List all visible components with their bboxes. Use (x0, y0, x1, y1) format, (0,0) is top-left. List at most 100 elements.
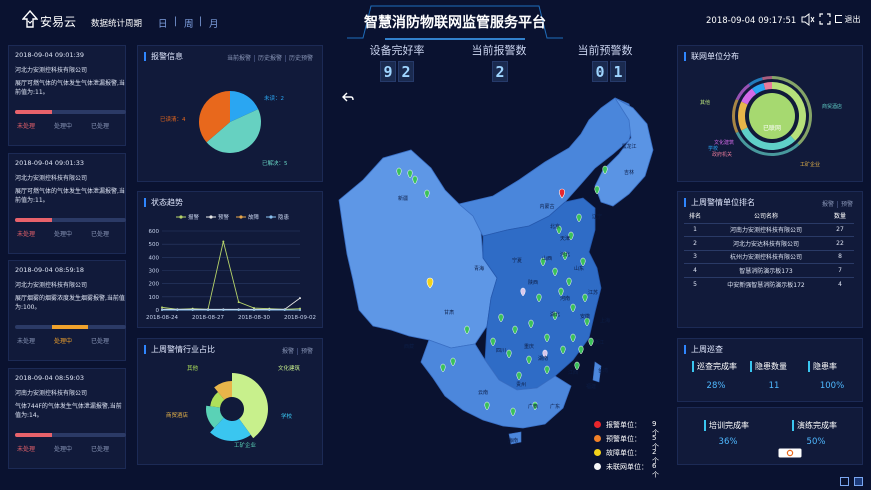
map-marker[interactable] (594, 185, 600, 195)
map-marker-alarm[interactable] (559, 188, 565, 199)
map-marker[interactable] (464, 325, 470, 335)
tab-history-warning[interactable]: 历史预警 (288, 55, 313, 62)
metric-label-intact: 设备完好率 (369, 44, 425, 57)
back-icon[interactable] (342, 92, 354, 103)
industry-label-2: 工矿企业 (234, 441, 257, 449)
map-marker[interactable] (552, 267, 558, 277)
legend-count: 6 个 (652, 462, 659, 479)
alarm-status-0[interactable]: 未处理 (17, 123, 36, 130)
network-ring-3 (735, 83, 751, 101)
alarm-card[interactable]: 2018-09-04 09:01:39 河北力安测控科技有限公司 展厅可燃气体的… (8, 45, 126, 146)
page-dot-1[interactable] (840, 477, 849, 486)
map-marker-offline[interactable] (520, 287, 526, 297)
province-label: 浙江 (594, 339, 604, 346)
map-marker[interactable] (528, 319, 534, 329)
alarm-message: 气体744F的气体发生气体泄漏报警,当前值为:14。 (15, 403, 122, 419)
period-week[interactable]: 周 (184, 19, 194, 30)
map-marker[interactable] (510, 407, 516, 417)
alarm-status-2[interactable]: 已处理 (91, 123, 110, 130)
alarm-card[interactable]: 2018-09-04 08:59:03 河南力安测控科技有限公司 气体744F的… (8, 368, 126, 469)
map-marker[interactable] (506, 349, 512, 359)
switch-icon[interactable] (778, 448, 802, 458)
map-marker[interactable] (576, 213, 582, 223)
tab-history-alarm[interactable]: 历史报警 (254, 55, 286, 62)
map-marker[interactable] (424, 189, 430, 199)
legend-label[interactable]: 报警 (188, 213, 200, 221)
map-marker[interactable] (450, 357, 456, 367)
map-marker[interactable] (574, 361, 580, 371)
tab-ranking-warning[interactable]: 预警 (840, 201, 853, 208)
map-marker[interactable] (544, 365, 550, 375)
map-marker[interactable] (580, 257, 586, 267)
table-cell: 4 (684, 263, 706, 277)
map-marker[interactable] (582, 293, 588, 303)
table-row[interactable]: 2 河北力安达科技有限公司 22 (684, 236, 854, 250)
alarm-card[interactable]: 2018-09-04 08:59:18 河北力安测控科技有限公司 展厅烟雾的烟雾… (8, 260, 126, 361)
alarm-status-0[interactable]: 未处理 (17, 338, 36, 345)
map-marker[interactable] (412, 175, 418, 185)
alarm-status-0[interactable]: 未处理 (17, 446, 36, 453)
map-marker[interactable] (602, 165, 608, 175)
map-marker-offline[interactable] (542, 349, 548, 359)
alarm-status-2[interactable]: 已处理 (91, 446, 110, 453)
table-row[interactable]: 5 中安新强智慧消防演示板172 4 (684, 276, 854, 291)
map-marker[interactable] (532, 401, 538, 411)
tab-industry-alarm[interactable]: 报警 (278, 348, 298, 355)
map-marker[interactable] (540, 257, 546, 267)
legend-label[interactable]: 故障 (248, 213, 260, 221)
table-row[interactable]: 3 杭州力安测控科技有限公司 8 (684, 249, 854, 264)
map-marker[interactable] (556, 225, 562, 235)
alarm-message: 展厅可燃气体的气体发生气体泄漏报警,当前值为:11。 (15, 188, 125, 204)
map-marker[interactable] (570, 333, 576, 343)
period-month[interactable]: 月 (209, 19, 219, 30)
period-day[interactable]: 日 (158, 19, 168, 30)
map-marker[interactable] (562, 251, 568, 261)
map-marker[interactable] (526, 355, 532, 365)
network-ring-0 (772, 76, 812, 146)
fullscreen-icon[interactable] (819, 13, 831, 25)
tab-ranking-alarm[interactable]: 报警 (818, 201, 838, 208)
map-marker[interactable] (512, 325, 518, 335)
title-frame (347, 5, 563, 40)
table-row[interactable]: 4 智慧消防演示板173 7 (684, 263, 854, 277)
map-marker[interactable] (544, 333, 550, 343)
page-dot-2[interactable] (854, 477, 863, 486)
map-marker[interactable] (558, 287, 564, 297)
alarm-company: 河南力安测控科技有限公司 (15, 390, 88, 397)
alarm-status-1[interactable]: 处理中 (54, 123, 73, 130)
map-marker[interactable] (407, 169, 413, 179)
province-label: 湖北 (550, 311, 560, 318)
y-tick-label: 300 (149, 269, 160, 275)
alarm-status-0[interactable]: 未处理 (17, 231, 36, 238)
tab-industry-warning[interactable]: 预警 (300, 348, 313, 355)
alarm-status-1[interactable]: 处理中 (54, 338, 73, 345)
legend-label[interactable]: 隐患 (278, 213, 290, 221)
map-marker[interactable] (552, 311, 558, 321)
map-marker[interactable] (498, 313, 504, 323)
alarm-status-2[interactable]: 已处理 (91, 338, 110, 345)
map-marker[interactable] (588, 337, 594, 347)
map-marker[interactable] (566, 277, 572, 287)
map-marker[interactable] (570, 303, 576, 313)
map-marker[interactable] (396, 167, 402, 177)
exit-button[interactable]: 退出 (835, 14, 861, 25)
table-cell: 8 (826, 249, 854, 264)
table-row[interactable]: 1 河南力安测控科技有限公司 27 (684, 222, 854, 237)
map-marker[interactable] (490, 337, 496, 347)
alarm-status-2[interactable]: 已处理 (91, 231, 110, 238)
map-marker[interactable] (568, 231, 574, 241)
legend-label[interactable]: 预警 (218, 213, 230, 221)
map-marker[interactable] (578, 345, 584, 355)
map-marker[interactable] (536, 293, 542, 303)
alarm-status-1[interactable]: 处理中 (54, 231, 73, 238)
map-marker[interactable] (484, 401, 490, 411)
alarm-card[interactable]: 2018-09-04 09:01:33 河北力安测控科技有限公司 展厅可燃气体的… (8, 153, 126, 254)
map-marker[interactable] (440, 363, 446, 373)
alarm-status-1[interactable]: 处理中 (54, 446, 73, 453)
map-marker[interactable] (560, 345, 566, 355)
mute-icon[interactable] (801, 13, 815, 26)
tab-current-alarm[interactable]: 当前报警 (223, 55, 255, 62)
map-marker[interactable] (584, 317, 590, 327)
map-marker[interactable] (516, 371, 522, 381)
map-marker-fault[interactable] (426, 277, 434, 289)
